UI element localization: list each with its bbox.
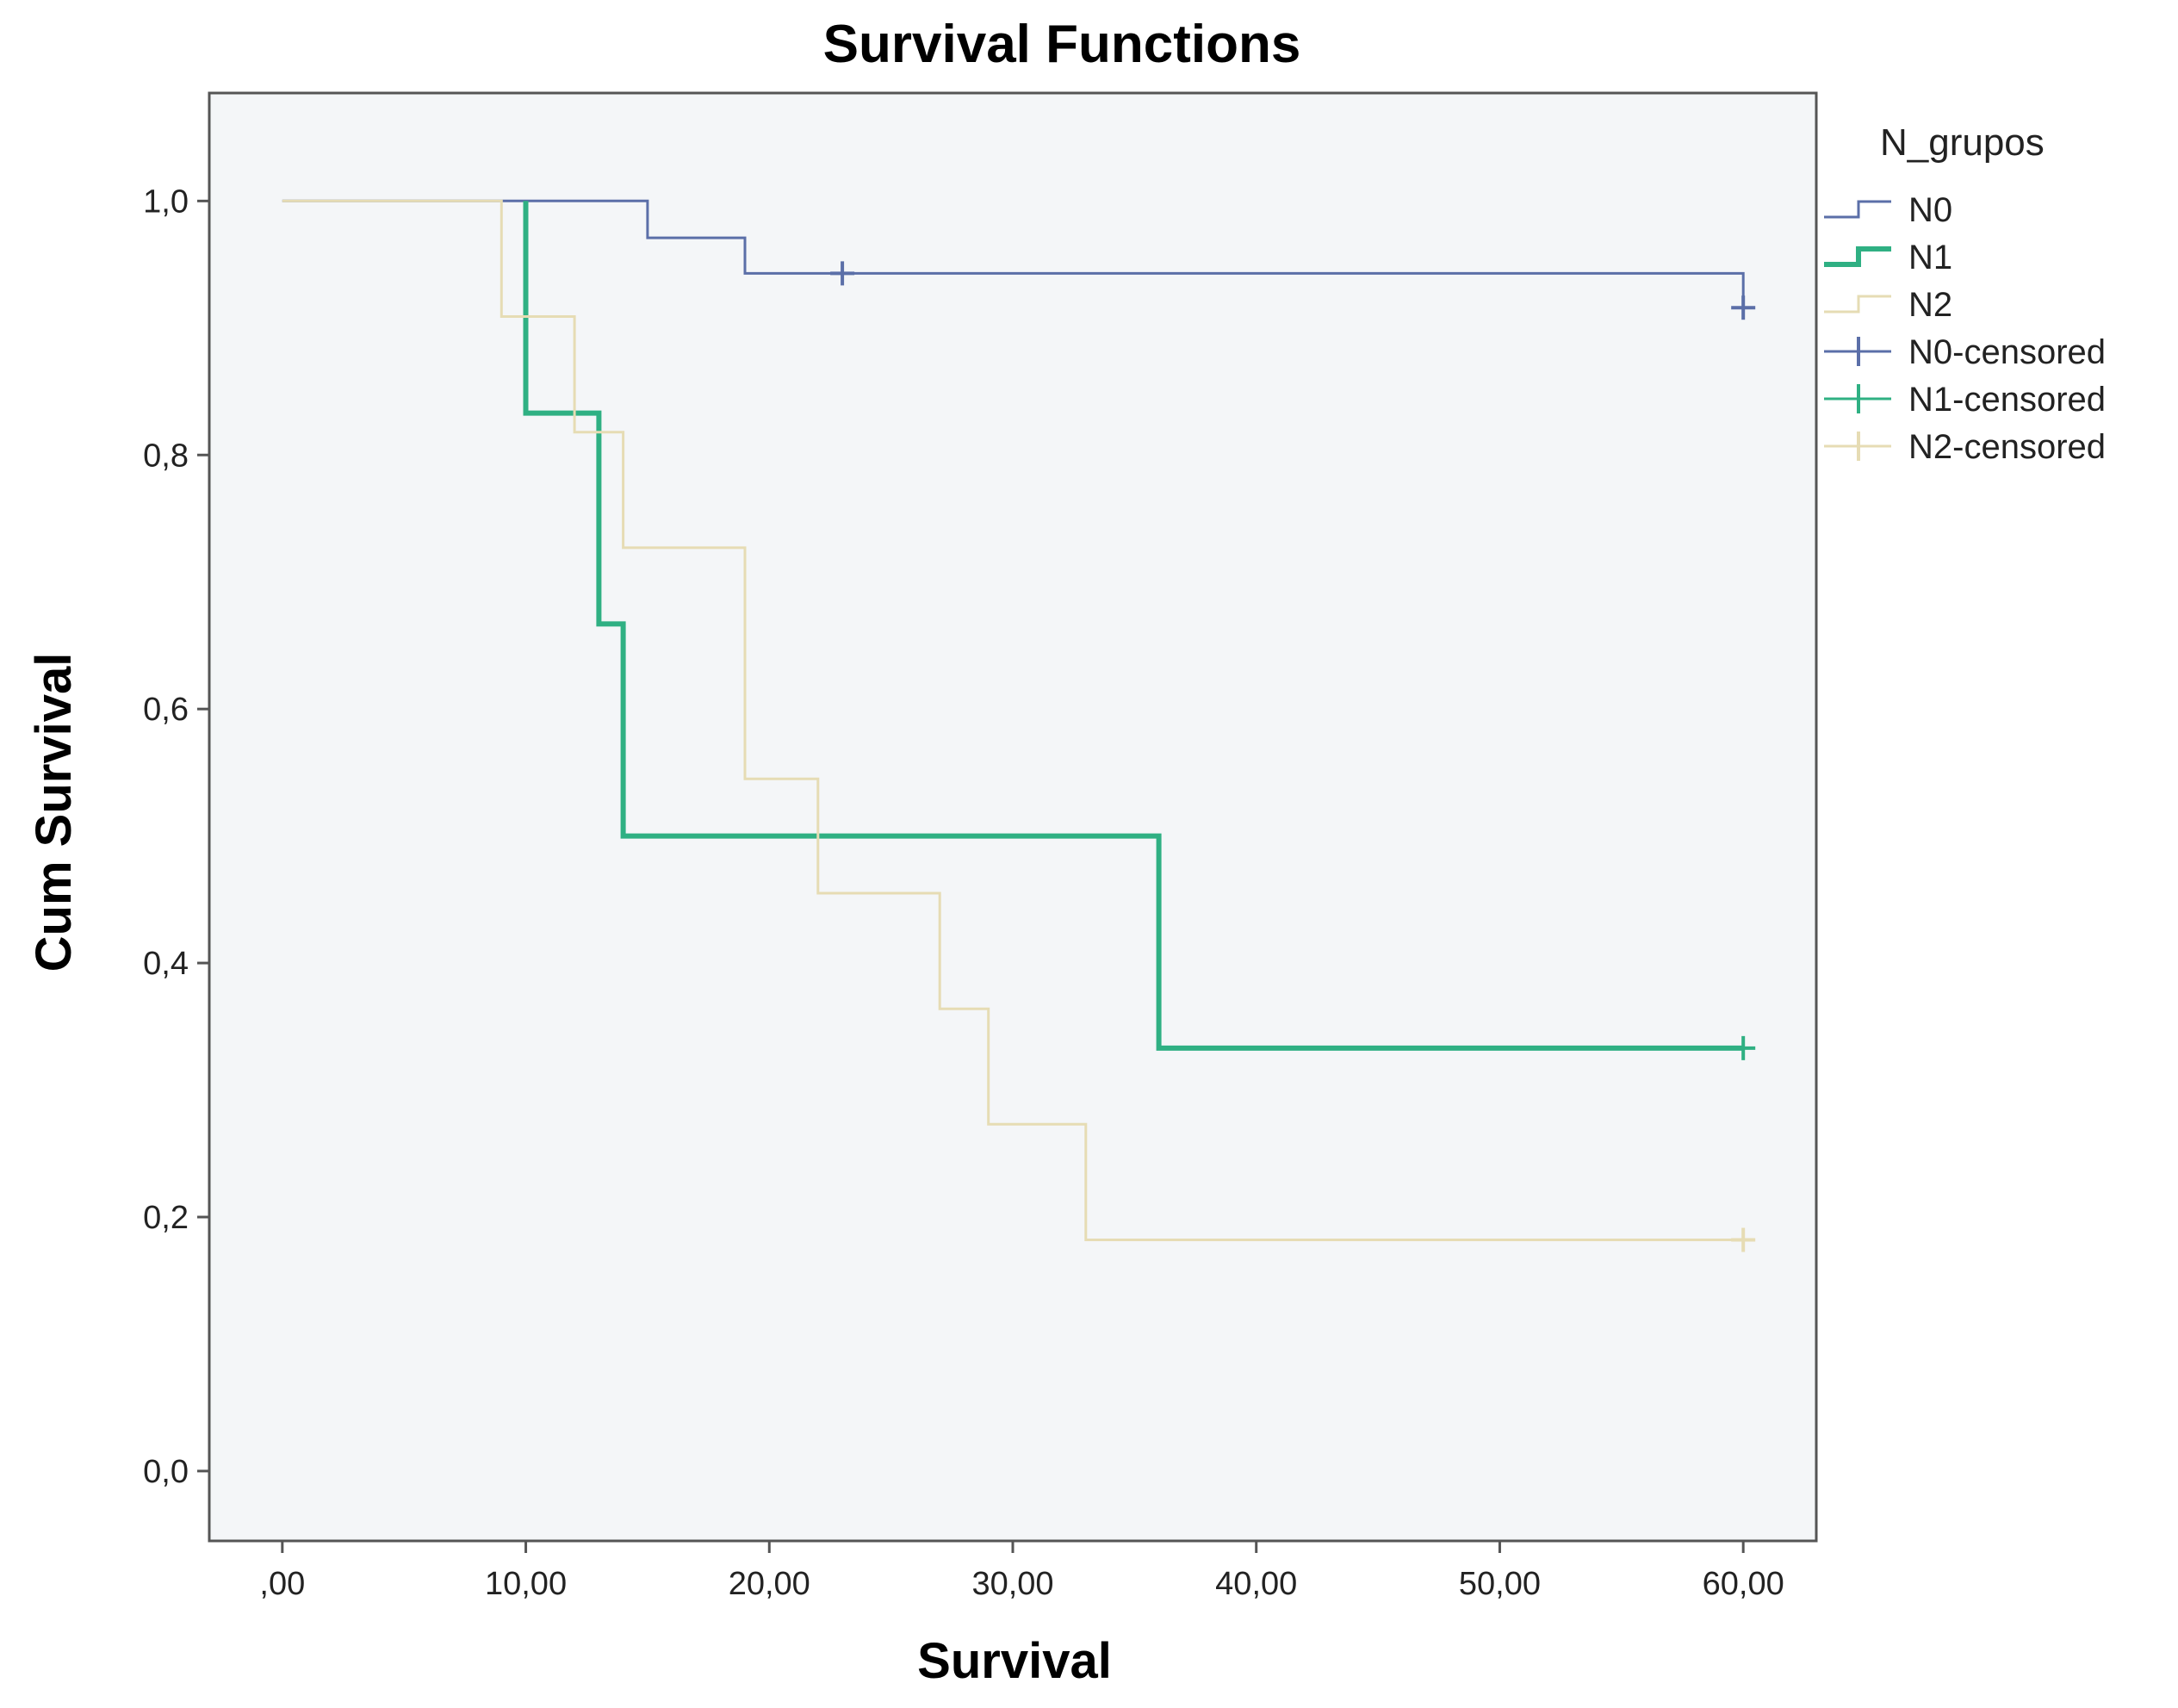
- censor-mark-n2: [1731, 1227, 1756, 1252]
- series-line-n1: [523, 201, 1744, 1051]
- y-tick-label: 0,0: [143, 1454, 189, 1490]
- x-axis: ,00 10,00 20,00 30,00 40,00 50,00 60,00: [259, 1541, 1784, 1602]
- legend-label: N1-censored: [1908, 381, 2106, 419]
- legend-entry-n0-censored: N0-censored: [1824, 333, 2106, 371]
- plot-area: [208, 91, 1818, 1543]
- legend-label: N2: [1908, 286, 1952, 324]
- y-tick-label: 0,6: [143, 692, 189, 728]
- x-tick-label: 40,00: [1215, 1566, 1297, 1602]
- censor-mark-n0: [1731, 295, 1756, 320]
- x-tick-label: 30,00: [971, 1566, 1053, 1602]
- legend-entry-n2-censored: N2-censored: [1824, 428, 2106, 466]
- x-tick-label: 60,00: [1703, 1566, 1784, 1602]
- legend-entry-n0: N0: [1824, 191, 1952, 229]
- x-tick-label: 20,00: [729, 1566, 810, 1602]
- legend-entry-n2: N2: [1824, 286, 1952, 324]
- series-layer: [282, 199, 1756, 1252]
- x-axis-title: Survival: [917, 1633, 1112, 1689]
- y-tick-label: 0,2: [143, 1200, 189, 1236]
- y-tick-label: 1,0: [143, 183, 189, 220]
- legend: N_grupos N0 N1 N2 N0-censored N1-censored N2-…: [1824, 121, 2106, 466]
- y-axis-title: Cum Survival: [26, 653, 82, 972]
- x-tick-label: 50,00: [1459, 1566, 1541, 1602]
- censor-mark-n1: [1731, 1035, 1756, 1060]
- censor-mark-n0: [830, 261, 855, 286]
- legend-entry-n1: N1: [1824, 239, 1952, 276]
- chart-title: Survival Functions: [823, 15, 1301, 74]
- y-tick-label: 0,8: [143, 438, 189, 474]
- legend-label: N0: [1908, 191, 1952, 229]
- legend-label: N2-censored: [1908, 428, 2106, 466]
- legend-label: N1: [1908, 239, 1952, 276]
- x-tick-label: 10,00: [485, 1566, 567, 1602]
- legend-label: N0-censored: [1908, 333, 2106, 371]
- legend-entry-n1-censored: N1-censored: [1824, 381, 2106, 419]
- x-tick-label: ,00: [259, 1566, 305, 1602]
- legend-title: N_grupos: [1880, 121, 2045, 164]
- y-tick-label: 0,4: [143, 946, 189, 982]
- y-axis: 0,0 0,2 0,4 0,6 0,8 1,0: [143, 183, 209, 1490]
- legend-swatch: [1824, 200, 1891, 219]
- series-line-n0: [282, 199, 1745, 308]
- series-line-n2: [282, 199, 1744, 1241]
- legend-swatch: [1824, 295, 1891, 314]
- legend-swatch: [1824, 246, 1891, 267]
